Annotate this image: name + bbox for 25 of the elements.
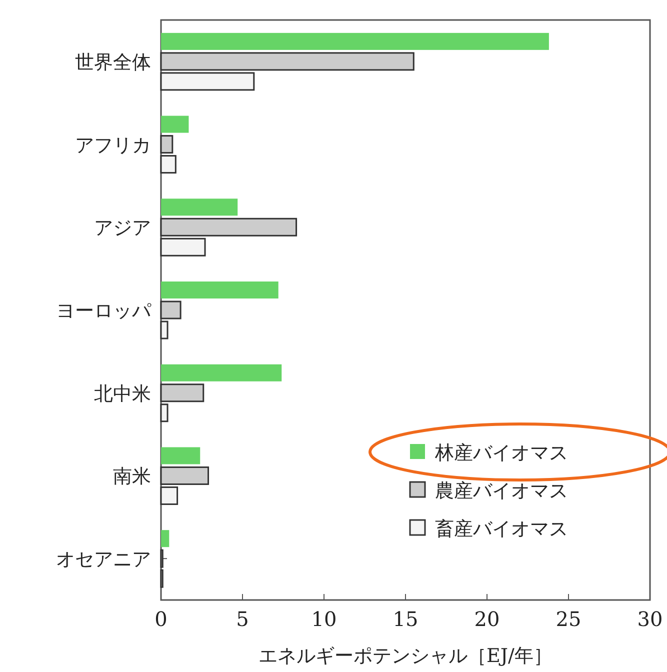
x-tick-label: 25	[556, 607, 582, 631]
bar	[161, 364, 282, 382]
legend-label: 林産バイオマス	[434, 442, 568, 464]
x-axis-title: エネルギーポテンシャル［EJ/年］	[258, 645, 552, 667]
y-tick-label: アジア	[94, 217, 151, 240]
y-tick-label: アフリカ	[75, 134, 151, 156]
y-tick-label: オセアニア	[56, 548, 151, 571]
legend-label: 農産バイオマス	[435, 480, 568, 502]
y-tick-label: ヨーロッパ	[56, 300, 152, 322]
x-tick-label: 30	[637, 607, 663, 631]
bar	[161, 32, 549, 50]
bar	[161, 198, 238, 216]
bar	[161, 447, 200, 464]
y-tick-label: 世界全体	[75, 51, 151, 74]
legend-label: 畜産バイオマス	[435, 518, 568, 540]
bar	[161, 530, 170, 548]
y-tick-label: 北中米	[94, 382, 151, 405]
x-tick-label: 20	[474, 607, 500, 631]
x-tick-label: 15	[392, 607, 418, 631]
bar	[161, 116, 189, 133]
y-tick-label: 南米	[113, 466, 151, 488]
x-tick-label: 10	[311, 607, 337, 631]
bar	[161, 282, 278, 298]
x-tick-label: 5	[236, 607, 249, 631]
x-tick-label: 0	[154, 607, 168, 631]
